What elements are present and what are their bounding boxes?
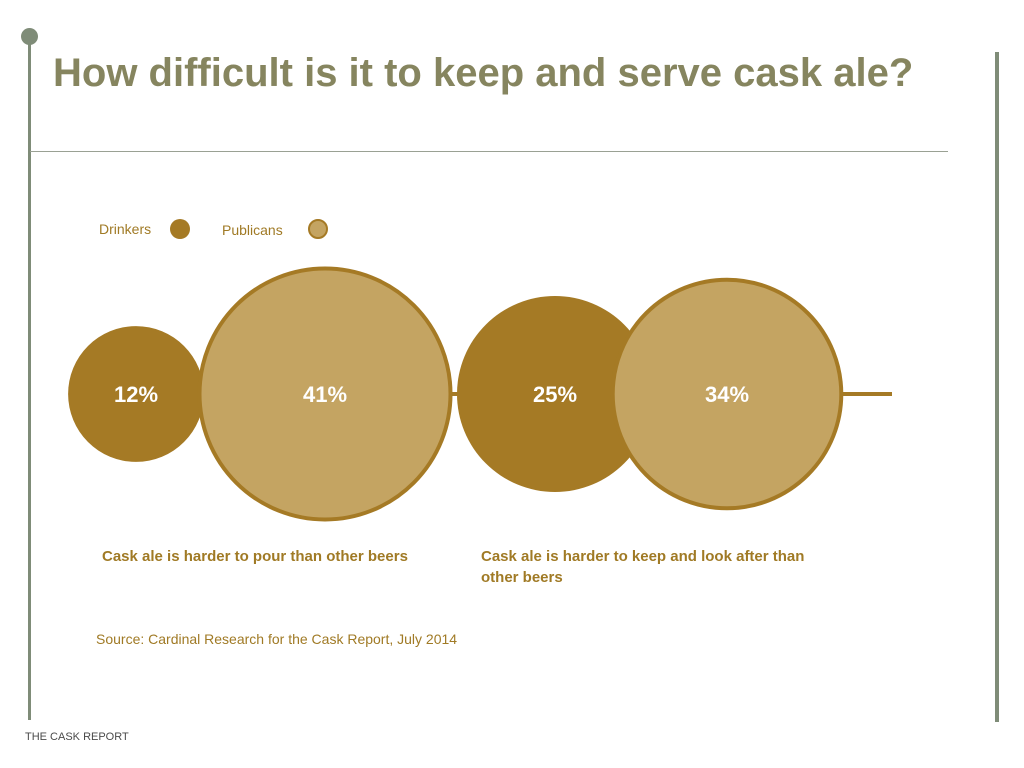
category-label-0: Cask ale is harder to pour than other be…: [102, 548, 408, 565]
legend-label-drinkers: Drinkers: [99, 221, 152, 237]
legend-swatch-drinkers: [170, 219, 190, 239]
page-title: How difficult is it to keep and serve ca…: [53, 51, 914, 95]
left-accent-rule: [28, 38, 31, 720]
category-label-1: Cask ale is harder to keep and look afte…: [481, 548, 805, 586]
left-accent-dot: [21, 28, 38, 45]
data-label-publicans-1: 34%: [705, 382, 749, 407]
data-label-publicans-0: 41%: [303, 382, 347, 407]
footer-brand: THE CASK REPORT: [25, 731, 129, 743]
source-note: Source: Cardinal Research for the Cask R…: [96, 631, 458, 647]
legend-swatch-publicans: [308, 219, 328, 239]
bubble-drinkers-0: [68, 326, 204, 462]
title-divider: [30, 151, 948, 152]
bubble-drinkers-1: [457, 296, 653, 492]
bubble-publicans-1: [610, 277, 844, 511]
data-label-drinkers-1: 25%: [533, 382, 577, 407]
right-accent-rule: [995, 52, 999, 722]
data-label-drinkers-0: 12%: [114, 382, 158, 407]
legend-label-publicans: Publicans: [222, 222, 283, 238]
bubble-publicans-0: [197, 266, 453, 522]
